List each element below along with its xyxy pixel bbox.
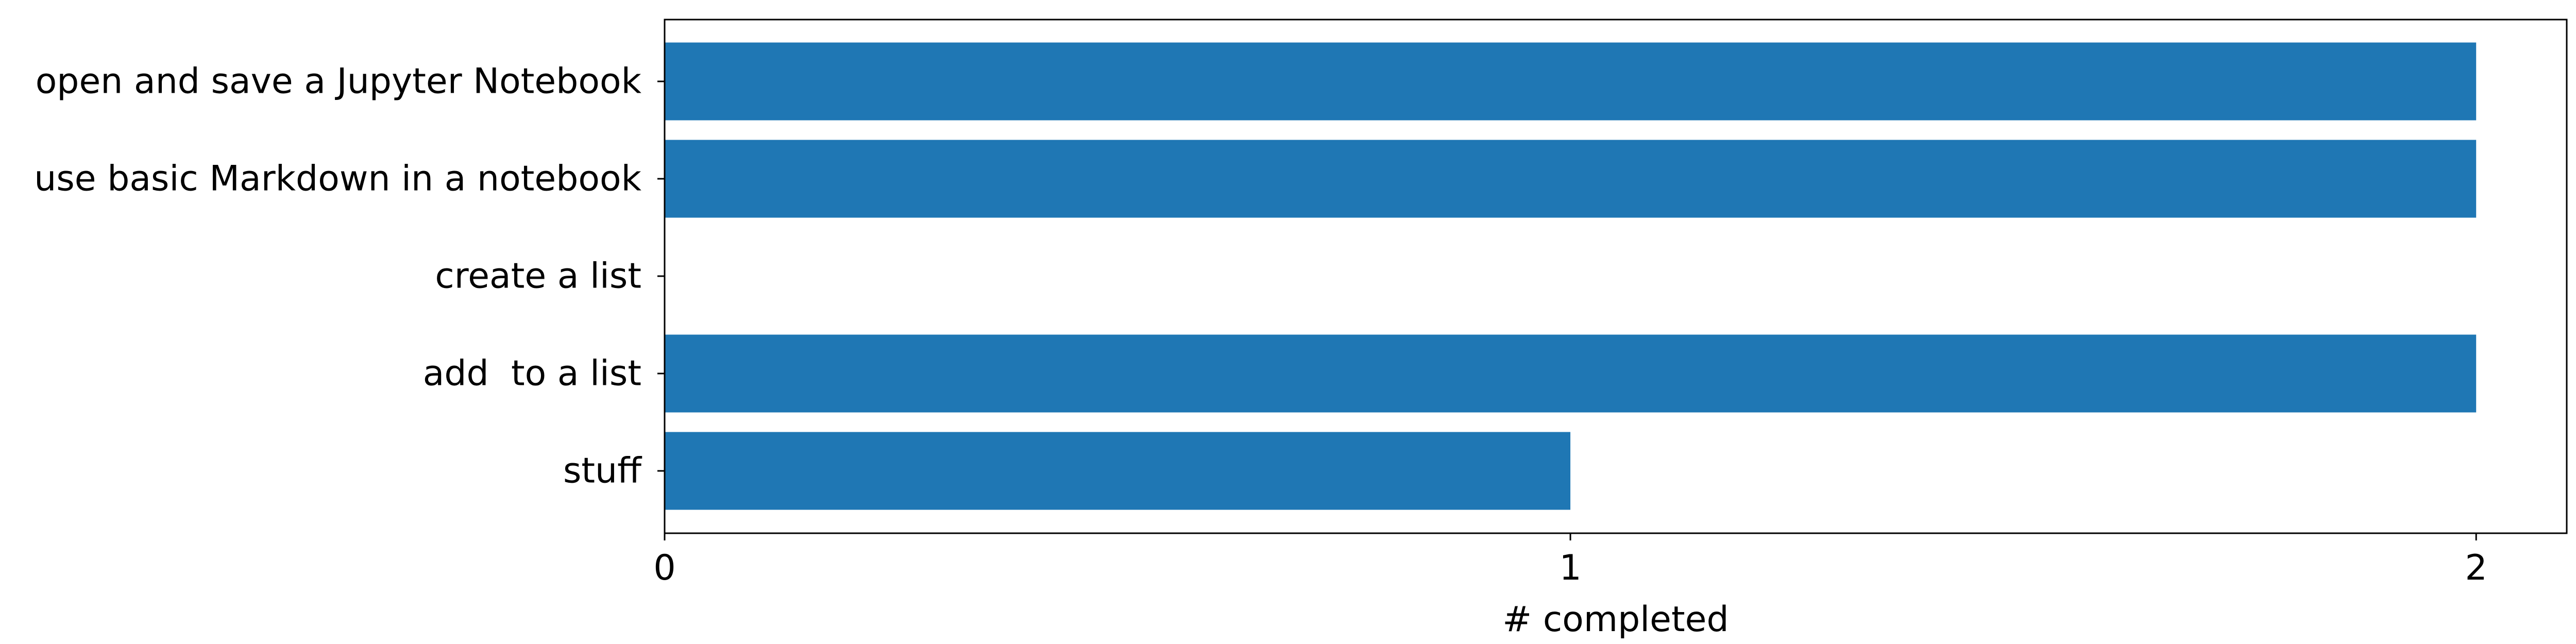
bars-group <box>665 42 2477 510</box>
x-tick-label: 0 <box>653 548 675 588</box>
y-tick-label: create a list <box>435 256 641 297</box>
y-tick-label: open and save a Jupyter Notebook <box>36 61 642 102</box>
x-tick-label: 2 <box>2465 548 2487 588</box>
plot-area-frame <box>664 19 2568 534</box>
x-axis-label: # completed <box>1502 599 1728 640</box>
category-labels-group: open and save a Jupyter Notebook use basi… <box>34 61 665 492</box>
bar <box>665 334 2477 413</box>
bar <box>665 42 2477 121</box>
bar <box>665 432 1571 510</box>
bar <box>665 140 2477 218</box>
y-tick-label: add to a list <box>423 353 641 394</box>
x-axis-ticks-group: 0 1 2 <box>653 533 2487 588</box>
x-tick-label: 1 <box>1559 548 1581 588</box>
y-tick-label: stuff <box>563 451 642 492</box>
y-tick-label: use basic Markdown in a notebook <box>34 159 641 199</box>
